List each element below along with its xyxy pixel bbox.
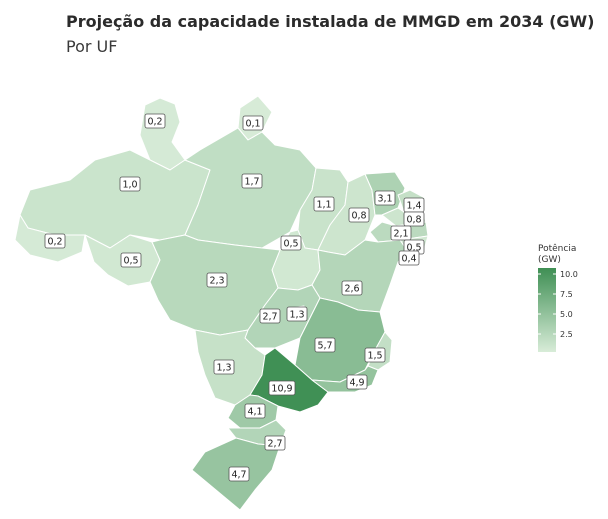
svg-text:0,4: 0,4 <box>401 254 416 265</box>
map-subtitle: Por UF <box>66 37 118 56</box>
svg-text:4,1: 4,1 <box>247 407 262 418</box>
label-BA: 2,6 <box>341 280 363 296</box>
svg-text:0,2: 0,2 <box>147 117 162 128</box>
svg-text:0,5: 0,5 <box>283 239 298 250</box>
svg-text:0,5: 0,5 <box>406 243 421 254</box>
label-SE: 0,4 <box>398 250 420 266</box>
color-legend: Potência (GW) 10.0 7.5 5.0 2.5 <box>538 243 578 352</box>
svg-text:4,7: 4,7 <box>231 470 246 481</box>
label-AM: 1,0 <box>119 176 141 192</box>
value-labels: 0,2 0,1 1,0 1,7 1,1 0,8 3,1 1,4 0,8 2,1 … <box>44 113 425 482</box>
label-RR: 0,2 <box>144 113 166 129</box>
svg-text:4,9: 4,9 <box>349 378 364 389</box>
map-title: Projeção da capacidade instalada de MMGD… <box>66 12 595 31</box>
legend-tick-5: 5.0 <box>560 310 573 319</box>
svg-text:0,2: 0,2 <box>47 237 62 248</box>
label-SC: 2,7 <box>264 435 286 451</box>
label-PI: 0,8 <box>348 207 370 223</box>
svg-text:2,6: 2,6 <box>344 284 359 295</box>
label-PR: 4,1 <box>244 403 266 419</box>
legend-tick-10: 10.0 <box>560 270 578 279</box>
label-TO: 0,5 <box>280 235 302 251</box>
svg-text:2,3: 2,3 <box>209 276 224 287</box>
label-CE: 3,1 <box>374 190 396 206</box>
label-RS: 4,7 <box>228 466 250 482</box>
legend-tick-7-5: 7.5 <box>560 290 573 299</box>
svg-text:1,0: 1,0 <box>122 180 137 191</box>
state-shapes <box>14 95 429 511</box>
label-MA: 1,1 <box>313 196 335 212</box>
svg-text:5,7: 5,7 <box>317 341 332 352</box>
svg-text:10,9: 10,9 <box>271 384 292 395</box>
svg-text:1,4: 1,4 <box>406 201 421 212</box>
svg-text:3,1: 3,1 <box>377 194 392 205</box>
label-ES: 1,5 <box>364 347 386 363</box>
label-PA: 1,7 <box>241 173 263 189</box>
label-AP: 0,1 <box>242 115 264 131</box>
state-SP <box>249 347 329 413</box>
svg-text:0,8: 0,8 <box>406 215 421 226</box>
label-PE: 2,1 <box>390 225 412 241</box>
legend-ticks: 10.0 7.5 5.0 2.5 <box>538 270 578 339</box>
svg-text:0,1: 0,1 <box>245 119 260 130</box>
label-AC: 0,2 <box>44 233 66 249</box>
label-DF: 1,3 <box>286 306 308 322</box>
label-RO: 0,5 <box>120 252 142 268</box>
svg-text:1,7: 1,7 <box>244 177 259 188</box>
svg-text:1,1: 1,1 <box>316 200 331 211</box>
legend-tick-2-5: 2.5 <box>560 330 573 339</box>
legend-title-line2: (GW) <box>538 255 561 265</box>
svg-text:1,5: 1,5 <box>367 351 382 362</box>
svg-text:2,7: 2,7 <box>262 312 277 323</box>
label-RN: 1,4 <box>403 197 425 213</box>
label-MG: 5,7 <box>314 337 336 353</box>
svg-text:1,3: 1,3 <box>216 363 231 374</box>
svg-text:1,3: 1,3 <box>289 310 304 321</box>
svg-text:2,1: 2,1 <box>393 229 408 240</box>
label-GO: 2,7 <box>259 308 281 324</box>
legend-title-line1: Potência <box>538 243 576 254</box>
label-PB: 0,8 <box>403 211 425 227</box>
label-MS: 1,3 <box>213 359 235 375</box>
svg-text:2,7: 2,7 <box>267 439 282 450</box>
legend-color-bar <box>538 268 556 352</box>
label-SP: 10,9 <box>268 380 296 396</box>
label-RJ: 4,9 <box>346 374 368 390</box>
svg-text:0,8: 0,8 <box>351 211 366 222</box>
label-MT: 2,3 <box>206 272 228 288</box>
svg-text:0,5: 0,5 <box>123 256 138 267</box>
